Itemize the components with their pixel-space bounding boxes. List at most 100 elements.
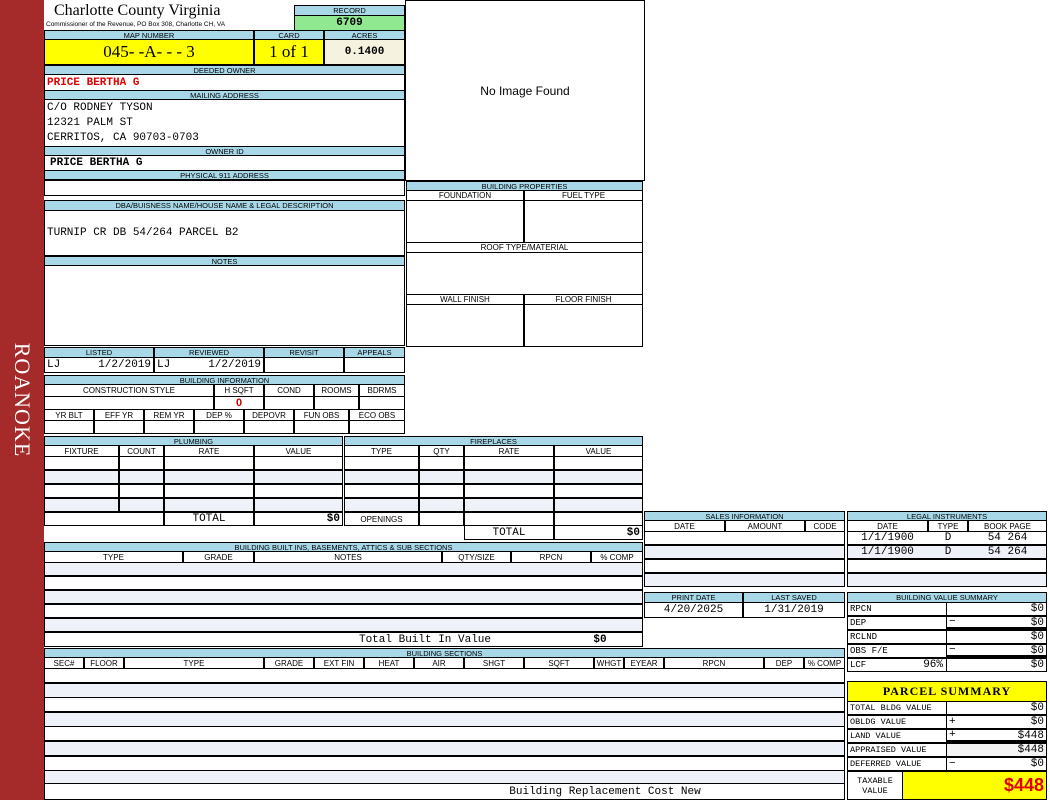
sidebar-label: ROANOKE — [10, 342, 35, 458]
deeded-owner: PRICE BERTHA G — [44, 74, 405, 91]
parcel-value: $448 — [1017, 730, 1044, 742]
table-row — [644, 559, 845, 573]
summary-label: RCLND — [847, 630, 947, 644]
legal-description: TURNIP CR DB 54/264 PARCEL B2 — [44, 210, 405, 256]
table-row — [554, 498, 643, 512]
table-row — [119, 470, 164, 484]
table-row — [44, 484, 119, 498]
value-cell — [144, 420, 194, 434]
table-row — [44, 498, 119, 512]
table-row — [164, 456, 254, 470]
table-row — [344, 484, 419, 498]
table-row — [44, 697, 845, 713]
instrument-cell: 54 264 — [987, 546, 1028, 558]
table-row — [254, 456, 343, 470]
table-row — [554, 470, 643, 484]
fireplace-total: $0 — [554, 525, 643, 540]
parcel-sign — [946, 701, 1047, 715]
reviewed-date: 1/2/2019 — [208, 359, 261, 371]
notes-field — [44, 265, 405, 346]
instrument-cell: 54 264 — [987, 532, 1028, 544]
table-row — [554, 484, 643, 498]
table-row — [419, 456, 464, 470]
table-row — [44, 755, 845, 771]
parcel-value: $448 — [1017, 744, 1044, 756]
fireplace-total-label: TOTAL — [464, 525, 554, 540]
openings-row — [554, 512, 643, 526]
replacement-cost-label: Building Replacement Cost New — [509, 786, 701, 798]
table-row — [44, 668, 845, 683]
table-row — [119, 484, 164, 498]
table-row — [847, 573, 1047, 587]
lcf-percent: 96% — [923, 659, 943, 671]
summary-label: LCF — [847, 658, 947, 672]
mailing-line: CERRITOS, CA 90703-0703 — [47, 131, 199, 144]
table-row — [119, 498, 164, 512]
value-cell — [44, 357, 154, 373]
parcel-label: TOTAL BLDG VALUE — [847, 701, 947, 715]
total-row: TOTAL — [164, 512, 254, 526]
table-row — [464, 470, 554, 484]
summary-value: $0 — [1030, 603, 1044, 615]
mailing-line: 12321 PALM ST — [47, 116, 133, 129]
instrument-cell: D — [944, 532, 952, 544]
table-row — [164, 498, 254, 512]
summary-label: RPCN — [847, 602, 947, 616]
parcel-sign: − — [946, 757, 1047, 771]
summary-value: $0 — [1030, 617, 1044, 629]
mailing-line: C/O RODNEY TYSON — [47, 101, 153, 114]
parcel-summary-title: PARCEL SUMMARY — [847, 681, 1047, 702]
table-row — [419, 484, 464, 498]
table-row — [44, 590, 643, 604]
value-cell — [44, 396, 214, 410]
table-row — [344, 470, 419, 484]
table-row — [44, 741, 845, 756]
value-cell — [314, 396, 359, 410]
parcel-value: $0 — [1030, 758, 1044, 770]
table-row — [344, 456, 419, 470]
reviewed-by: LJ — [157, 359, 171, 371]
taxable-label: TAXABLE VALUE — [847, 771, 903, 800]
parcel-sign — [946, 743, 1047, 757]
acres-value: 0.1400 — [324, 39, 405, 65]
physical-address — [44, 180, 405, 196]
parcel-value: $0 — [1030, 716, 1044, 728]
table-row — [44, 576, 643, 590]
total-row — [44, 632, 643, 647]
total-row — [44, 512, 164, 526]
table-row — [44, 456, 119, 470]
instrument-cell: D — [944, 546, 952, 558]
table-row — [254, 484, 343, 498]
summary-value: $0 — [1030, 631, 1044, 643]
table-row — [847, 531, 1047, 545]
value-cell — [406, 200, 524, 243]
openings-row — [464, 512, 554, 526]
table-row — [254, 470, 343, 484]
summary-sign — [946, 602, 1047, 616]
summary-value: $0 — [1030, 659, 1044, 671]
sidebar: ROANOKE — [0, 0, 44, 800]
value-cell — [44, 420, 94, 434]
plumbing-total: $0 — [254, 512, 343, 526]
section-header: PHYSICAL 911 ADDRESS — [44, 170, 405, 180]
table-row — [44, 711, 845, 727]
parcel-label: OBLDG VALUE — [847, 715, 947, 729]
parcel-label: APPRAISED VALUE — [847, 743, 947, 757]
table-row — [464, 456, 554, 470]
table-row — [644, 531, 845, 545]
table-row — [644, 545, 845, 559]
property-image: No Image Found — [405, 0, 645, 181]
table-row — [44, 618, 643, 632]
value-cell — [94, 420, 144, 434]
builtins-total-label: Total Built In Value — [358, 633, 492, 646]
value-cell — [244, 420, 294, 434]
value-cell — [349, 420, 405, 434]
table-row — [254, 498, 343, 512]
summary-value: $0 — [1030, 645, 1044, 657]
table-row — [44, 604, 643, 618]
value-cell — [194, 420, 244, 434]
parcel-label: LAND VALUE — [847, 729, 947, 743]
table-row — [554, 456, 643, 470]
value-cell — [524, 304, 643, 347]
date-value: 1/31/2019 — [743, 602, 845, 618]
